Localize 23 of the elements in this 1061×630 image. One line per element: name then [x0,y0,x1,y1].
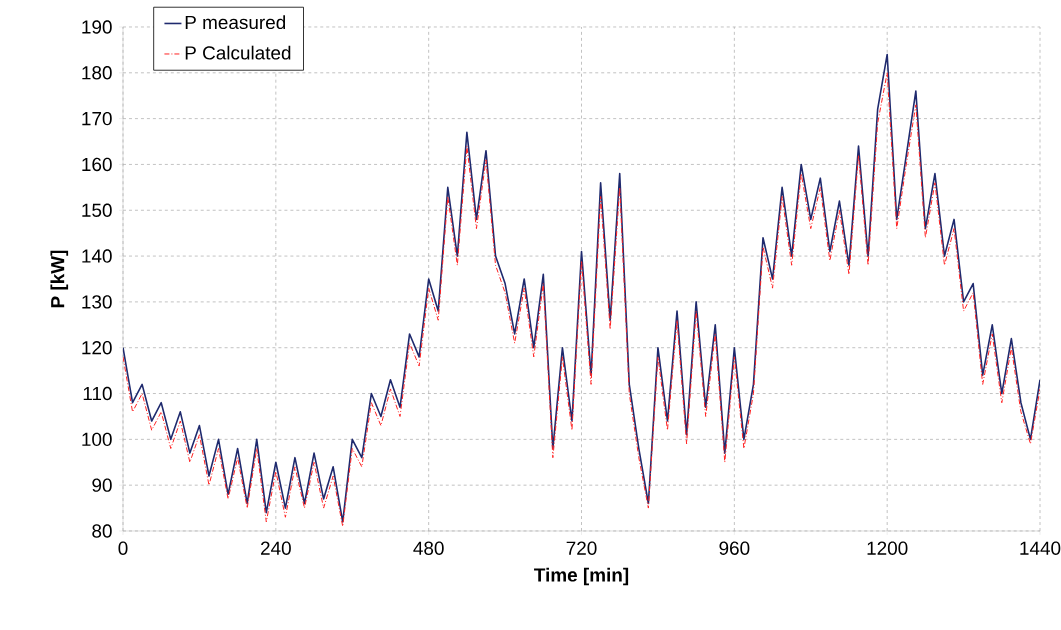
y-tick-label: 120 [82,341,112,355]
y-axis-title: P [kW] [50,250,69,308]
x-tick-label: 480 [413,541,444,555]
y-tick-label: 160 [82,157,112,172]
legend-label: P measured [185,15,286,30]
y-tick-label: 140 [82,249,112,263]
y-tick-label: 90 [92,478,112,492]
x-tick-label: 1440 [1020,541,1061,555]
legend-label: P Calculated [185,45,291,60]
y-tick-label: 190 [82,20,112,34]
y-tick-label: 100 [82,432,112,447]
x-axis-title: Time [min] [534,567,629,586]
y-tick-label: 180 [82,66,112,80]
y-tick-label: 80 [92,524,112,538]
x-tick-label: 240 [261,541,291,555]
y-tick-label: 110 [83,386,112,401]
x-tick-label: 1200 [867,541,908,555]
y-tick-label: 170 [82,111,112,126]
y-tick-label: 150 [82,203,112,217]
x-tick-label: 0 [118,541,128,555]
x-tick-label: 960 [719,541,750,555]
y-tick-label: 130 [82,295,112,309]
x-tick-label: 720 [566,541,597,555]
